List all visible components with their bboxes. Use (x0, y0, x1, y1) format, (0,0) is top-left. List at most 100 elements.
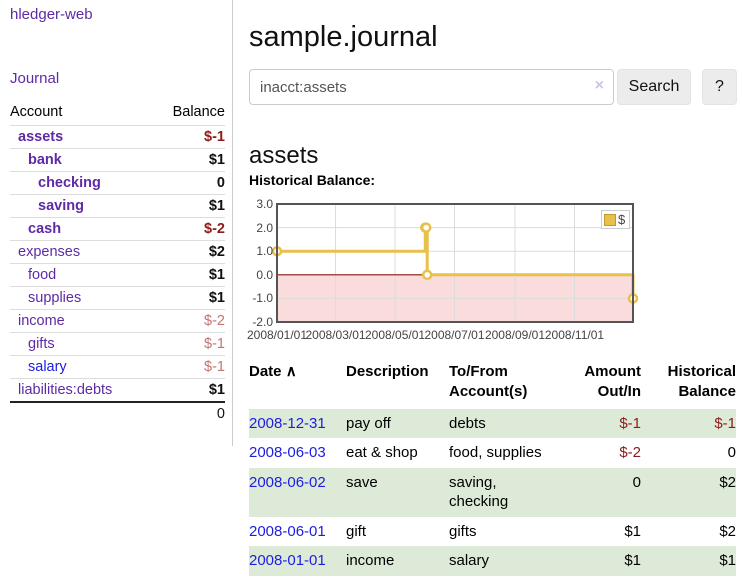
help-button[interactable]: ? (702, 69, 737, 105)
account-row: assets $-1 (10, 125, 225, 149)
account-row: saving $1 (10, 194, 225, 218)
y-axis-tick: 2.0 (256, 220, 273, 235)
account-table-header: Account Balance (10, 100, 225, 126)
account-row: cash $-2 (10, 217, 225, 241)
account-link-saving[interactable]: saving (38, 198, 84, 214)
x-axis-tick: 2008/01/01 (246, 328, 308, 342)
account-link-cash[interactable]: cash (28, 221, 62, 237)
account-balance: $1 (208, 198, 225, 214)
account-row: food $1 (10, 263, 225, 287)
y-axis-tick: -1.0 (252, 291, 273, 306)
clear-search-icon[interactable]: × (594, 77, 604, 94)
account-balance: $-1 (204, 129, 225, 145)
account-link-salary[interactable]: salary (28, 359, 67, 375)
search-input[interactable] (249, 69, 614, 105)
account-link-assets[interactable]: assets (18, 129, 64, 145)
account-row: liabilities:debts $1 (10, 378, 225, 403)
account-balance: $-2 (204, 221, 225, 237)
total-spacer (10, 402, 152, 425)
account-table: Account Balance assets $-1 bank $1 checking 0… (10, 100, 225, 425)
total-balance: 0 (216, 406, 225, 422)
y-axis-tick: 3.0 (256, 197, 273, 211)
balance-chart-svg (271, 203, 639, 323)
x-axis-tick: 2008/07/01 (424, 328, 485, 342)
account-link-food[interactable]: food (28, 267, 57, 283)
transaction-amount: $1 (624, 522, 641, 540)
transaction-row: 2008-06-01 gift gifts $1 $2 (249, 517, 736, 547)
account-link-checking[interactable]: checking (38, 175, 101, 191)
x-axis-tick: 2008/09/01 (484, 328, 545, 342)
account-row: supplies $1 (10, 286, 225, 310)
transaction-amount: $1 (624, 552, 641, 569)
transaction-balance: $1 (719, 552, 736, 569)
chart-title: Historical Balance: (249, 172, 376, 188)
transaction-date-link[interactable]: 2008-06-01 (249, 522, 326, 540)
account-balance: 0 (216, 175, 225, 191)
transaction-row: 2008-01-01 income salary $1 $1 (249, 546, 736, 576)
account-link-bank[interactable]: bank (28, 152, 62, 168)
transactions-table: Date ∧ Description To/From Account(s) Am… (249, 360, 736, 576)
account-row: expenses $2 (10, 240, 225, 264)
transaction-date-link[interactable]: 2008-06-03 (249, 444, 326, 461)
description-column-header: Description (346, 363, 429, 380)
account-link-supplies[interactable]: supplies (28, 290, 82, 306)
x-axis-tick: 2008/03/01 (305, 328, 366, 342)
account-link-gifts[interactable]: gifts (28, 336, 55, 352)
brand-link[interactable]: hledger-web (10, 6, 93, 23)
transaction-date-link[interactable]: 2008-12-31 (249, 414, 326, 432)
account-link-liabilities-debts[interactable]: liabilities:debts (18, 382, 113, 398)
account-balance: $1 (208, 267, 225, 283)
sidebar-item-journal[interactable]: Journal (10, 70, 60, 87)
search-form: × Search ? (249, 69, 737, 105)
sort-asc-icon: ∧ (285, 363, 297, 380)
account-rows: assets $-1 bank $1 checking 0 saving $1 cash $-2 e… (10, 125, 225, 403)
balance-chart: $ 3.0 2.0 1.0 0.0 -1.0 -2.0 2008/01/01 2008/03/… (245, 197, 645, 346)
transaction-amount: 0 (632, 473, 641, 491)
account-balance: $2 (208, 244, 225, 260)
x-axis-tick: 2008/11/01 (544, 328, 605, 342)
transaction-date-link[interactable]: 2008-01-01 (249, 552, 326, 569)
legend-label: $ (618, 212, 626, 227)
transaction-amount: $-2 (619, 444, 641, 461)
account-row: checking 0 (10, 171, 225, 195)
balance-column-header: Balance (172, 104, 225, 120)
sidebar: hledger-web Journal Account Balance asse… (0, 0, 233, 446)
account-balance: $-1 (204, 359, 225, 375)
account-row: income $-2 (10, 309, 225, 333)
transaction-accounts: debts (449, 414, 486, 432)
transaction-amount: $-1 (619, 414, 641, 432)
transaction-accounts: saving, checking (449, 473, 509, 511)
account-total-row: 0 (10, 402, 225, 425)
y-axis-tick: 1.0 (256, 244, 273, 259)
y-axis-tick: -2.0 (252, 315, 273, 329)
transaction-accounts: food, supplies (449, 444, 542, 461)
account-balance: $1 (208, 152, 225, 168)
account-link-income[interactable]: income (18, 313, 65, 329)
transaction-date-link[interactable]: 2008-06-02 (249, 473, 326, 491)
legend-swatch-icon (604, 213, 616, 226)
date-column-header[interactable]: Date ∧ (249, 363, 297, 380)
y-axis-tick: 0.0 (256, 267, 273, 282)
account-row: salary $-1 (10, 355, 225, 379)
transaction-description: save (346, 473, 378, 491)
account-balance: $-1 (204, 336, 225, 352)
chart-legend: $ (601, 210, 631, 229)
transaction-row: 2008-06-03 eat & shop food, supplies $-2 0 (249, 438, 736, 468)
account-balance: $1 (208, 382, 225, 398)
balance-column-header-main: Historical Balance (667, 363, 736, 401)
transaction-description: pay off (346, 414, 391, 432)
transaction-description: income (346, 552, 395, 569)
transaction-balance: 0 (727, 444, 736, 461)
x-axis-tick: 2008/05/01 (364, 328, 426, 342)
search-button[interactable]: Search (617, 69, 691, 105)
transaction-balance: $-1 (714, 414, 736, 432)
account-balance: $1 (208, 290, 225, 306)
account-link-expenses[interactable]: expenses (18, 244, 81, 260)
transaction-accounts: salary (449, 552, 490, 569)
transaction-description: gift (346, 522, 367, 540)
transaction-row: 2008-06-02 save saving, checking 0 $2 (249, 467, 736, 517)
tofrom-column-header: To/From Account(s) (449, 363, 528, 401)
account-column-header: Account (10, 104, 63, 120)
search-box: × (249, 69, 614, 105)
